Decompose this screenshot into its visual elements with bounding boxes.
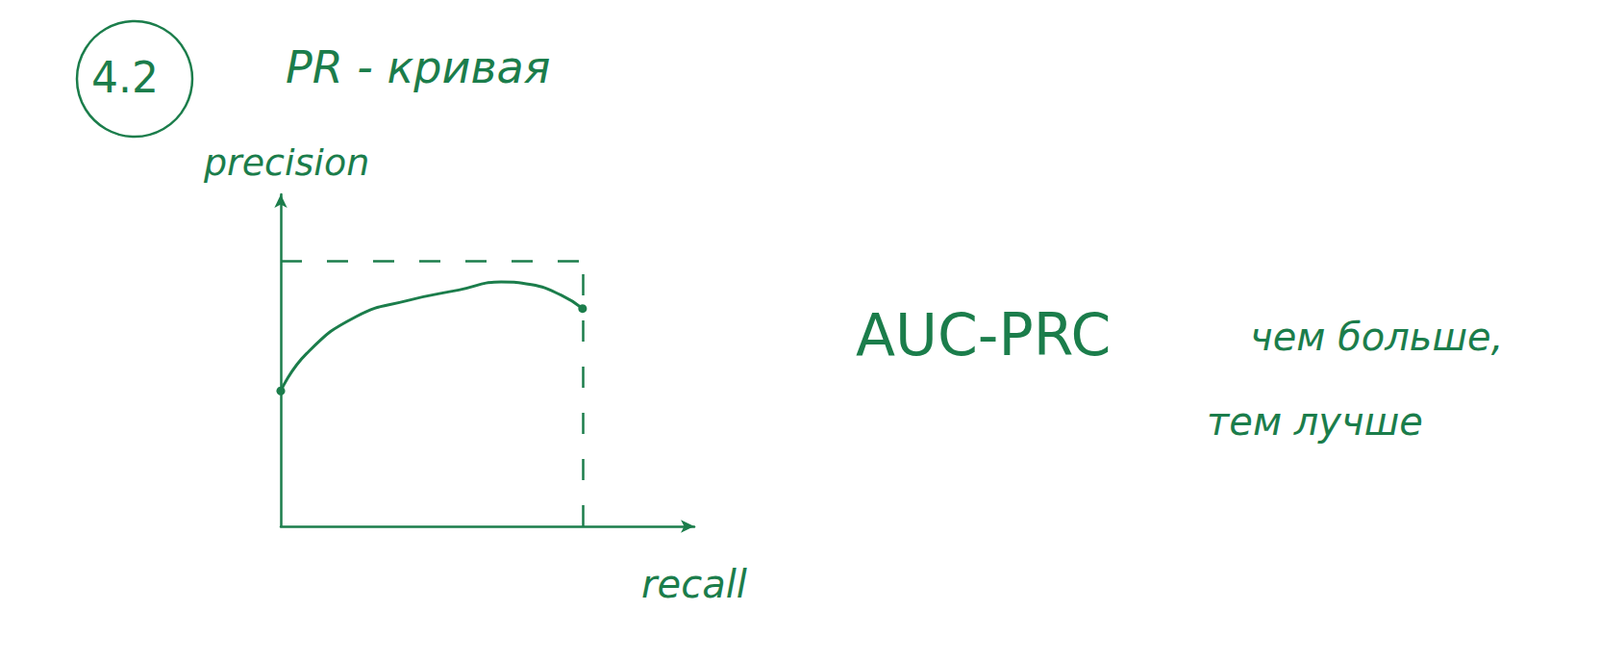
svg-text:тем лучше: тем лучше <box>1206 399 1424 444</box>
svg-text:PR - кривая: PR - кривая <box>285 41 550 94</box>
svg-text:4.2: 4.2 <box>91 52 159 102</box>
svg-text:чем больше,: чем больше, <box>1250 314 1503 359</box>
svg-text:recall: recall <box>641 561 748 606</box>
svg-text:precision: precision <box>202 141 370 184</box>
svg-text:AUC-PRC: AUC-PRC <box>855 300 1111 369</box>
